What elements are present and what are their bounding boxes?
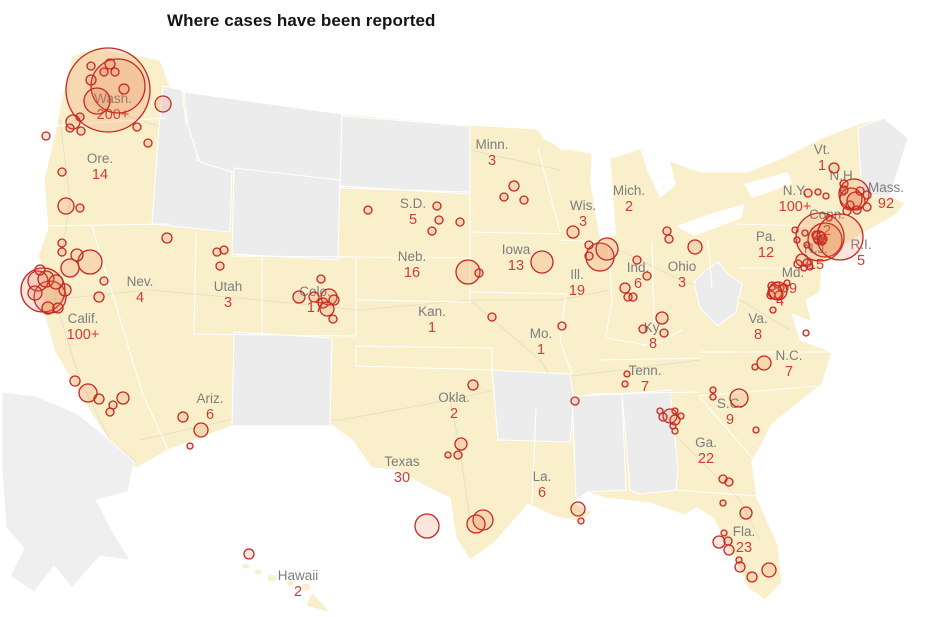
page-title: Where cases have been reported (167, 11, 436, 30)
state-north-dakota (339, 115, 471, 195)
lake-superior (536, 128, 638, 158)
state-arkansas (491, 369, 575, 443)
lake-erie (676, 204, 744, 236)
lake-ontario (744, 172, 792, 198)
no-case-states (151, 85, 909, 501)
great-lakes (536, 128, 792, 240)
state-alabama (621, 389, 679, 495)
state-montana (183, 91, 343, 185)
lake-huron (640, 148, 676, 198)
state-new-mexico (231, 331, 333, 427)
state-mississippi (571, 393, 627, 501)
state-hawaii (241, 562, 332, 613)
state-maine (857, 117, 909, 197)
state-alaska (1, 391, 135, 593)
lake-michigan (590, 150, 616, 240)
state-borders (45, 117, 832, 505)
state-wyoming (231, 167, 341, 261)
